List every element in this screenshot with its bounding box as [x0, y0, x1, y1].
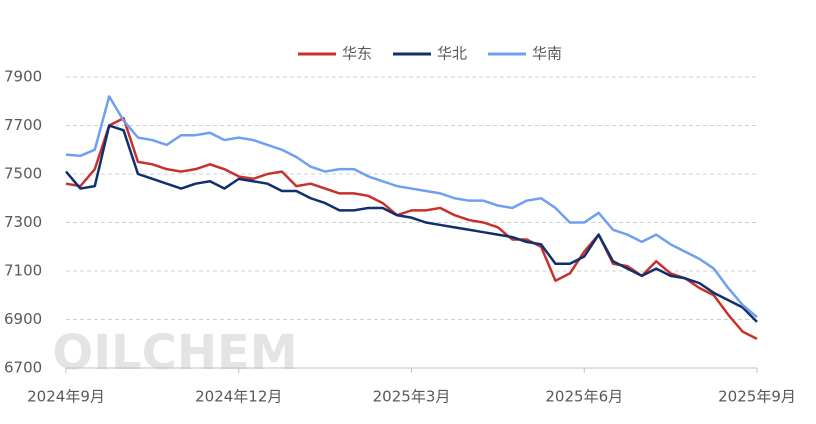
line: [65, 116, 758, 341]
legend-label: 华东: [342, 45, 372, 63]
x-tick-label: 2025年6月: [545, 388, 623, 406]
x-tick-label: 2025年3月: [373, 388, 451, 406]
legend-label: 华北: [437, 45, 467, 63]
y-tick-label: 7300: [4, 213, 42, 231]
x-tick-label: 2025年9月: [718, 388, 796, 406]
line: [65, 124, 758, 323]
y-tick-label: 6900: [4, 310, 42, 328]
x-tick-label: 2024年12月: [195, 388, 282, 406]
watermark: OILCHEM: [52, 325, 297, 381]
legend-label: 华南: [532, 45, 562, 63]
y-tick-label: 7700: [4, 116, 42, 134]
y-tick-label: 7100: [4, 262, 42, 280]
y-tick-label: 7900: [4, 68, 42, 86]
y-tick-label: 6700: [4, 359, 42, 377]
x-tick-label: 2024年9月: [27, 388, 105, 406]
line: [65, 95, 758, 319]
y-tick-label: 7500: [4, 165, 42, 183]
